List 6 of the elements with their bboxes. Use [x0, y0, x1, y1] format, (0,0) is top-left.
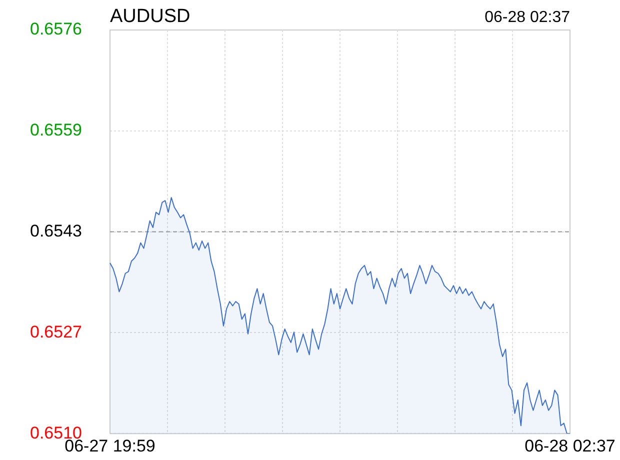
y-tick-label: 0.6527	[30, 322, 82, 342]
y-tick-label: 0.6576	[30, 20, 82, 39]
text: 06-28 02:37	[484, 9, 570, 26]
y-tick-label: 0.6559	[30, 120, 82, 140]
y-tick-label: 0.6543	[30, 221, 82, 240]
chart-title: AUDUSD	[110, 6, 190, 27]
